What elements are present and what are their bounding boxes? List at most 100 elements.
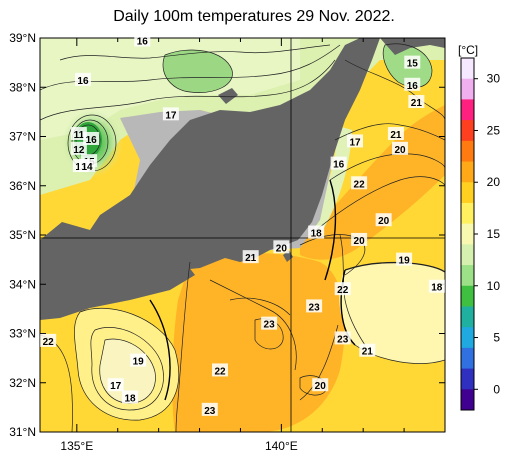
latitude-label: 34°N <box>9 277 36 291</box>
contour-label: 22 <box>43 337 55 348</box>
contour-label-bg <box>404 77 421 91</box>
latitude-label: 35°N <box>9 228 36 242</box>
colorbar-swatch <box>461 327 474 349</box>
warm-water-region <box>172 253 345 432</box>
contour-label-bg <box>107 378 124 392</box>
contour-label-bg <box>404 55 421 69</box>
colorbar-unit: [°C] <box>458 43 478 57</box>
contour-label-bg <box>351 232 368 246</box>
contour-label: 19 <box>399 256 411 267</box>
contour-label: 20 <box>354 236 366 247</box>
contour-label-bg <box>308 225 325 239</box>
latitude-labels: 39°N 38°N 37°N 36°N 35°N 34°N 33°N 32°N 31°N <box>9 31 36 439</box>
latitude-label: 32°N <box>9 376 36 390</box>
land-japan <box>40 38 380 310</box>
contour-label-bg <box>306 299 323 313</box>
contour-label-bg <box>242 250 259 264</box>
contour-label: 16 <box>86 135 98 146</box>
colorbar-label: 30 <box>487 72 501 86</box>
contour-label: 20 <box>276 243 288 254</box>
colorbar-swatch <box>461 368 474 390</box>
contour-label: 21 <box>362 347 374 358</box>
contour-label: 23 <box>264 320 276 331</box>
contour-label: 16 <box>407 81 419 92</box>
contour-label: 23 <box>309 302 321 313</box>
contour-label: 18 <box>124 394 136 405</box>
colorbar-swatch <box>461 389 474 411</box>
axis-ticks <box>40 37 446 433</box>
colorbar-label: 0 <box>493 382 500 396</box>
colorbar-swatch <box>461 202 474 225</box>
contour-label-bg <box>134 33 151 47</box>
contour-label: 21 <box>245 253 257 264</box>
contour-label: 17 <box>349 137 361 148</box>
colorbar-swatch <box>461 140 474 163</box>
contour-label: 21 <box>411 98 423 109</box>
contour-label-bg <box>79 159 96 173</box>
contour-label: 14 <box>81 162 93 173</box>
latitude-label: 37°N <box>9 130 36 144</box>
contour-label: 18 <box>431 283 443 294</box>
colorbar-swatch <box>461 265 474 287</box>
colorbar-swatch <box>461 99 474 121</box>
contour-label: 23 <box>204 406 216 417</box>
major-contours <box>149 179 356 401</box>
contour-label-bg <box>261 316 278 330</box>
contour-label: 17 <box>110 381 122 392</box>
latitude-label: 38°N <box>9 80 36 94</box>
contour-label: 20 <box>394 145 406 156</box>
latitude-label: 31°N <box>9 425 36 439</box>
colorbar-swatch <box>461 161 474 183</box>
map-field <box>40 38 445 432</box>
contour-label: 16 <box>333 160 345 171</box>
contour-label-bg <box>70 127 87 141</box>
contour-label: 17 <box>165 110 177 121</box>
contour-label-bg <box>130 353 147 367</box>
colorbar-swatch <box>461 58 474 80</box>
contour-label: 16 <box>137 36 149 47</box>
longitude-label: 140°E <box>265 439 298 453</box>
colorbar-label: 5 <box>493 331 500 345</box>
land-north-peninsula <box>380 38 445 55</box>
contour-label: 20 <box>315 381 327 392</box>
latitude-label: 39°N <box>9 31 36 45</box>
contour-labels: 1616171112161513141516212120171622201820… <box>40 33 445 417</box>
colorbar-swatch <box>461 223 474 245</box>
contour-label-bg <box>392 141 408 155</box>
contour-label-bg <box>201 402 218 416</box>
colorbar-label: 25 <box>487 123 501 137</box>
island-sado <box>218 88 238 104</box>
contour-label-bg <box>40 333 57 347</box>
contour-label-bg <box>334 282 351 296</box>
cool-eddy-east <box>339 262 445 364</box>
contour-label-bg <box>387 127 404 141</box>
longitude-labels: 135°E 140°E <box>60 439 297 453</box>
colorbar-label: 15 <box>487 227 501 241</box>
latitude-label: 33°N <box>9 327 36 341</box>
contour-label: 12 <box>73 145 85 156</box>
contour-label-bg <box>312 378 329 392</box>
contour-label: 16 <box>77 76 89 87</box>
contour-label: 20 <box>378 216 390 227</box>
contour-label-bg <box>273 240 290 254</box>
contour-lines <box>40 43 445 432</box>
coastal-cool-strip <box>300 125 352 235</box>
colorbar <box>460 57 475 411</box>
contour-label: 11 <box>74 130 85 141</box>
contour-label-bg <box>375 213 392 227</box>
contour-label-bg <box>162 107 179 121</box>
longitude-label: 135°E <box>60 439 93 453</box>
colorbar-swatch <box>461 347 474 370</box>
land-kii <box>40 262 195 320</box>
colorbar-swatch <box>461 306 474 328</box>
contour-label-bg <box>408 95 425 109</box>
contour-label-bg <box>70 141 87 155</box>
colorbar-swatch <box>461 285 474 307</box>
colorbar-label: 20 <box>487 175 501 189</box>
colorbar-swatch <box>461 78 474 100</box>
colorbar-swatch <box>461 182 474 204</box>
contour-label-bg <box>359 343 376 357</box>
contour-label-bg <box>330 156 347 170</box>
contour-label: 23 <box>337 334 349 345</box>
